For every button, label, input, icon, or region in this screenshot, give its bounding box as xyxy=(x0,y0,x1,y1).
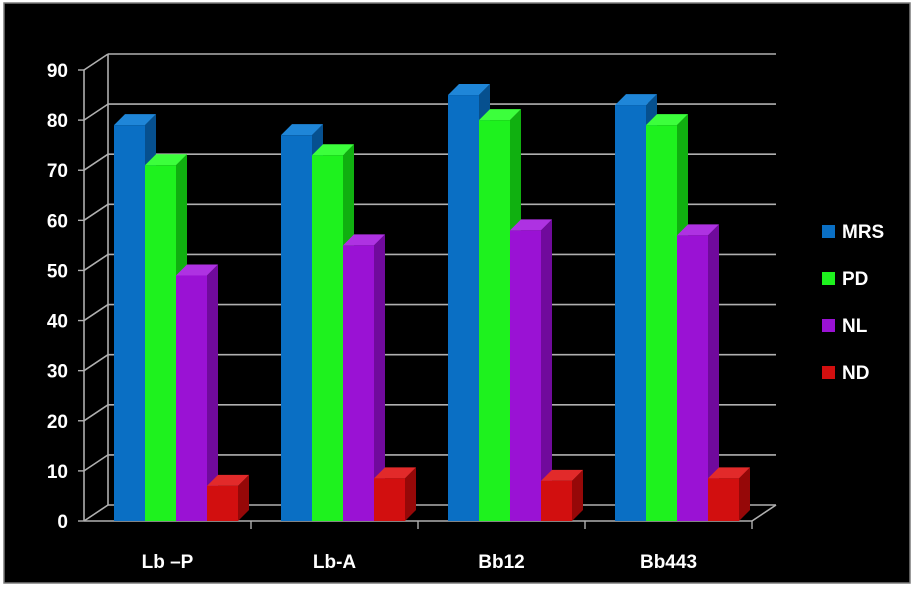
legend-label-pd: PD xyxy=(842,269,868,290)
legend-swatch-nd xyxy=(822,366,835,379)
bar-front xyxy=(374,478,405,521)
bar-nd xyxy=(708,467,750,521)
bar-front xyxy=(646,125,677,521)
bar-top xyxy=(145,154,187,166)
bar-top xyxy=(615,94,657,106)
bar-nd xyxy=(541,469,583,521)
bar-side xyxy=(572,469,583,521)
bar-nd xyxy=(207,474,249,521)
gridline-side xyxy=(83,153,109,171)
bar-side xyxy=(541,219,552,521)
gridline-side xyxy=(83,504,109,522)
bar-front xyxy=(281,135,312,521)
bar-front xyxy=(114,125,145,521)
bar-side xyxy=(374,234,385,521)
y-tick-label: 30 xyxy=(47,362,68,383)
bar-front xyxy=(708,478,739,521)
y-tick-label: 70 xyxy=(47,161,68,182)
bar-top xyxy=(114,114,156,126)
bar-top xyxy=(510,219,552,231)
legend-label-mrs: MRS xyxy=(842,222,884,243)
bar-top xyxy=(176,264,218,276)
legend-swatch-pd xyxy=(822,272,835,285)
x-tick-label: Lb-A xyxy=(313,552,357,573)
y-tick-label: 0 xyxy=(57,512,68,533)
bar-front xyxy=(615,105,646,522)
bar-top xyxy=(448,84,490,96)
x-tick-label: Lb –P xyxy=(142,552,194,573)
bar-side xyxy=(739,467,750,521)
bar-front xyxy=(677,235,708,521)
bar-front xyxy=(312,155,343,521)
bar-top xyxy=(312,144,354,156)
bars xyxy=(114,84,750,522)
bar-front xyxy=(510,230,541,521)
bar-nl xyxy=(176,264,218,521)
bar-pd xyxy=(312,144,354,521)
y-tick-label: 40 xyxy=(47,312,68,333)
bar-top xyxy=(541,469,583,481)
bar-top xyxy=(677,224,719,236)
bar-top xyxy=(343,234,385,246)
floor-edge xyxy=(751,504,777,522)
bar-pd xyxy=(145,154,187,521)
bar-side xyxy=(405,467,416,521)
y-tick-label: 50 xyxy=(47,261,68,282)
legend-swatch-nl xyxy=(822,319,835,332)
legend: MRS PD NL ND xyxy=(822,222,884,384)
bar-top xyxy=(646,114,688,126)
bar-side xyxy=(238,474,249,521)
gridline-side xyxy=(83,103,109,121)
bar-nl xyxy=(510,219,552,521)
y-tick-label: 10 xyxy=(47,462,68,483)
legend-label-nl: NL xyxy=(842,316,868,337)
bar-front xyxy=(448,95,479,522)
bar-top xyxy=(479,109,521,121)
gridline-side xyxy=(83,354,109,372)
tick-labels: 0 10 20 30 40 50 60 70 80 90 Lb –P Lb-A Bb12 Bb443 xyxy=(47,61,697,573)
bar-front xyxy=(541,480,572,521)
gridline-side xyxy=(83,53,109,71)
gridline-side xyxy=(83,454,109,472)
bar-front xyxy=(176,275,207,521)
x-tick-label: Bb12 xyxy=(478,552,524,573)
bar-nd xyxy=(374,467,416,521)
legend-swatch-mrs xyxy=(822,225,835,238)
y-tick-label: 90 xyxy=(47,61,68,82)
gridline-side xyxy=(83,203,109,221)
y-tick-label: 80 xyxy=(47,111,68,132)
y-tick-label: 20 xyxy=(47,412,68,433)
bar-top xyxy=(708,467,750,479)
gridline-side xyxy=(83,253,109,272)
gridline-side xyxy=(83,303,109,322)
bar-top xyxy=(281,124,323,136)
gridline-side xyxy=(83,404,109,422)
bar-nl xyxy=(343,234,385,521)
bar-side xyxy=(207,264,218,521)
x-tick-label: Bb443 xyxy=(640,552,697,573)
bar-top xyxy=(374,467,416,479)
legend-label-nd: ND xyxy=(842,363,869,384)
bar-top xyxy=(207,474,249,486)
y-tick-label: 60 xyxy=(47,211,68,232)
bar-side xyxy=(708,224,719,521)
bar-nl xyxy=(677,224,719,521)
bar-front xyxy=(145,165,176,521)
bar-front xyxy=(207,485,238,521)
bar-front xyxy=(479,120,510,521)
bar-front xyxy=(343,245,374,521)
